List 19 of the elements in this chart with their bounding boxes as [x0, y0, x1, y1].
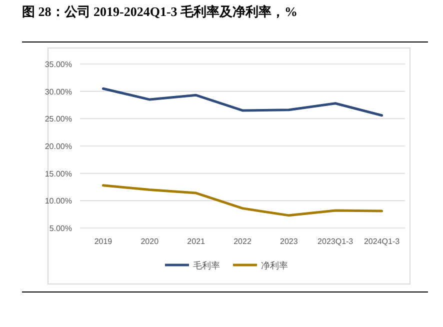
- line-series: [102, 87, 384, 117]
- y-tick-label: 15.00%: [44, 169, 72, 178]
- y-tick-label: 5.00%: [49, 224, 72, 233]
- line-series: [102, 184, 384, 217]
- x-tick-label: 2023: [280, 237, 298, 246]
- x-tick-label: 2024Q1-3: [364, 237, 400, 246]
- x-tick-label: 2020: [140, 237, 160, 246]
- y-tick-label: 35.00%: [44, 60, 72, 69]
- title: 图 28：公司 2019-2024Q1-3 毛利率及净利率，%: [22, 4, 298, 19]
- x-tick-label: 2021: [187, 237, 206, 246]
- x-tick-label: 2022: [234, 237, 252, 246]
- legend-label: 净利率: [261, 260, 288, 270]
- x-tick-label: 2023Q1-3: [318, 237, 354, 246]
- y-tick-label: 30.00%: [44, 87, 72, 96]
- y-tick-label: 10.00%: [44, 196, 72, 206]
- y-tick-label: 20.00%: [44, 142, 72, 151]
- x-tick-label: 2019: [94, 237, 113, 246]
- legend-label: 毛利率: [193, 260, 220, 270]
- y-tick-label: 25.00%: [44, 114, 72, 124]
